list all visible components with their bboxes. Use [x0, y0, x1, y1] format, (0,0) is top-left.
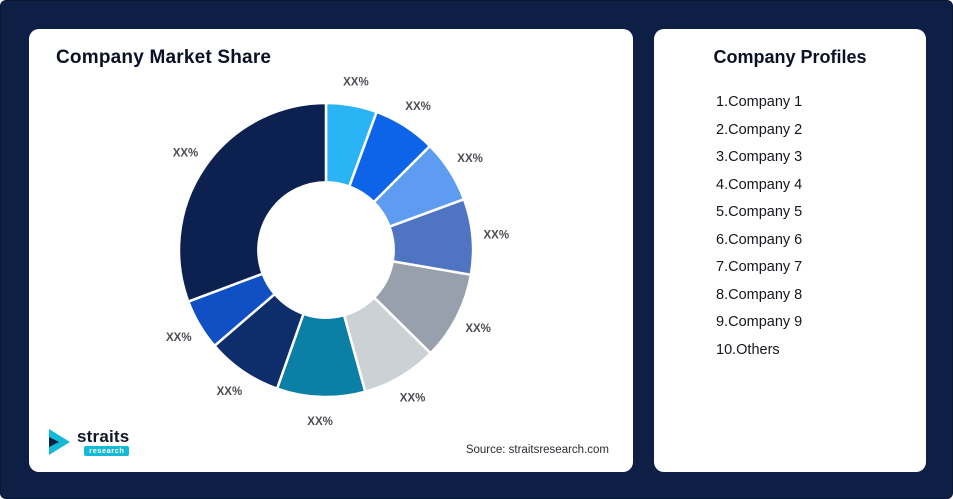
slice-label: XX%: [343, 77, 369, 89]
profile-item: 7.Company 7: [716, 259, 803, 275]
logo-subtitle: research: [84, 445, 130, 456]
logo-name: straits: [77, 426, 130, 446]
profile-item: 1.Company 1: [716, 94, 803, 110]
profile-item: 4.Company 4: [716, 176, 803, 193]
slice-label: XX%: [457, 153, 483, 165]
profile-item: 10.Others: [716, 341, 780, 358]
slice-label: XX%: [484, 229, 510, 241]
market-share-card: Company Market Share XX% XX% XX% XX% XX% XX% X…: [29, 29, 633, 472]
straits-logo-icon: [49, 428, 70, 455]
donut-chart: XX% XX% XX% XX% XX% XX% XX% XX% XX% XX%: [166, 77, 509, 428]
profile-item: 5.Company 5: [716, 204, 803, 220]
profiles-list: 1.Company 1 2.Company 2 3.Company 3 4.Co…: [716, 89, 802, 364]
donut-chart-svg: XX% XX% XX% XX% XX% XX% XX% XX% XX% XX%: [166, 77, 509, 428]
logo-text: straits research: [77, 426, 130, 456]
slice-label: XX%: [307, 416, 333, 428]
profile-item: 6.Company 6: [716, 231, 803, 248]
profiles-title: Company Profiles: [713, 47, 867, 67]
profile-item: 2.Company 2: [716, 121, 803, 138]
chart-title: Company Market Share: [56, 47, 272, 68]
slice-label: XX%: [465, 323, 491, 335]
slice-label: XX%: [405, 101, 431, 113]
slice-label: XX%: [217, 386, 243, 398]
slice-label: XX%: [173, 148, 199, 160]
donut-segment-others: [177, 101, 328, 303]
profile-item: 9.Company 9: [716, 314, 803, 330]
profile-item: 3.Company 3: [716, 149, 803, 165]
profile-item: 8.Company 8: [716, 286, 803, 303]
slice-label: XX%: [166, 332, 192, 344]
straits-research-logo: straits research: [47, 426, 130, 456]
profiles-card: Company Profiles 1.Company 1 2.Company 2…: [654, 29, 926, 472]
source-text: Source: straitsresearch.com: [465, 444, 609, 456]
slice-label: XX%: [400, 392, 426, 404]
